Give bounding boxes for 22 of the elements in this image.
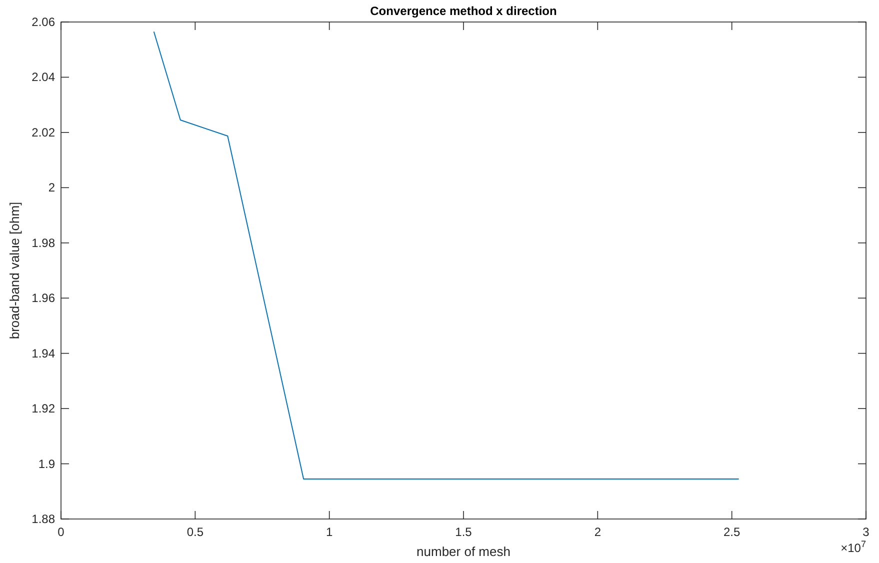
x-tick-label: 0.5 <box>186 525 204 539</box>
y-axis-title: broad-band value [ohm] <box>7 202 22 340</box>
y-tick-label: 1.94 <box>32 346 56 360</box>
x-tick-label: 2.5 <box>723 525 740 539</box>
y-tick-label: 2.04 <box>32 70 56 84</box>
y-tick-label: 2.02 <box>32 125 56 140</box>
text: ×10$^{7}$ <box>840 539 866 555</box>
y-tick-label: 2.06 <box>32 15 56 29</box>
x-tick-label: 1 <box>326 525 333 539</box>
x-tick-label: 1.5 <box>455 525 472 539</box>
y-tick-label: 2 <box>48 180 56 195</box>
y-tick-label: 1.88 <box>32 512 56 526</box>
line-series <box>153 31 740 480</box>
y-tick-label: 1.98 <box>32 236 56 250</box>
y-tick-label: 1.9 <box>38 456 56 471</box>
chart-title: Convergence method x direction <box>370 4 557 18</box>
x-tick-label: 3 <box>862 525 870 539</box>
x-tick-label: 0 <box>58 525 65 539</box>
x-tick-label: 2 <box>594 525 602 539</box>
y-tick-label: 1.92 <box>32 402 56 416</box>
y-tick-label: 1.96 <box>32 291 56 306</box>
x-axis-title: number of mesh <box>416 544 510 559</box>
